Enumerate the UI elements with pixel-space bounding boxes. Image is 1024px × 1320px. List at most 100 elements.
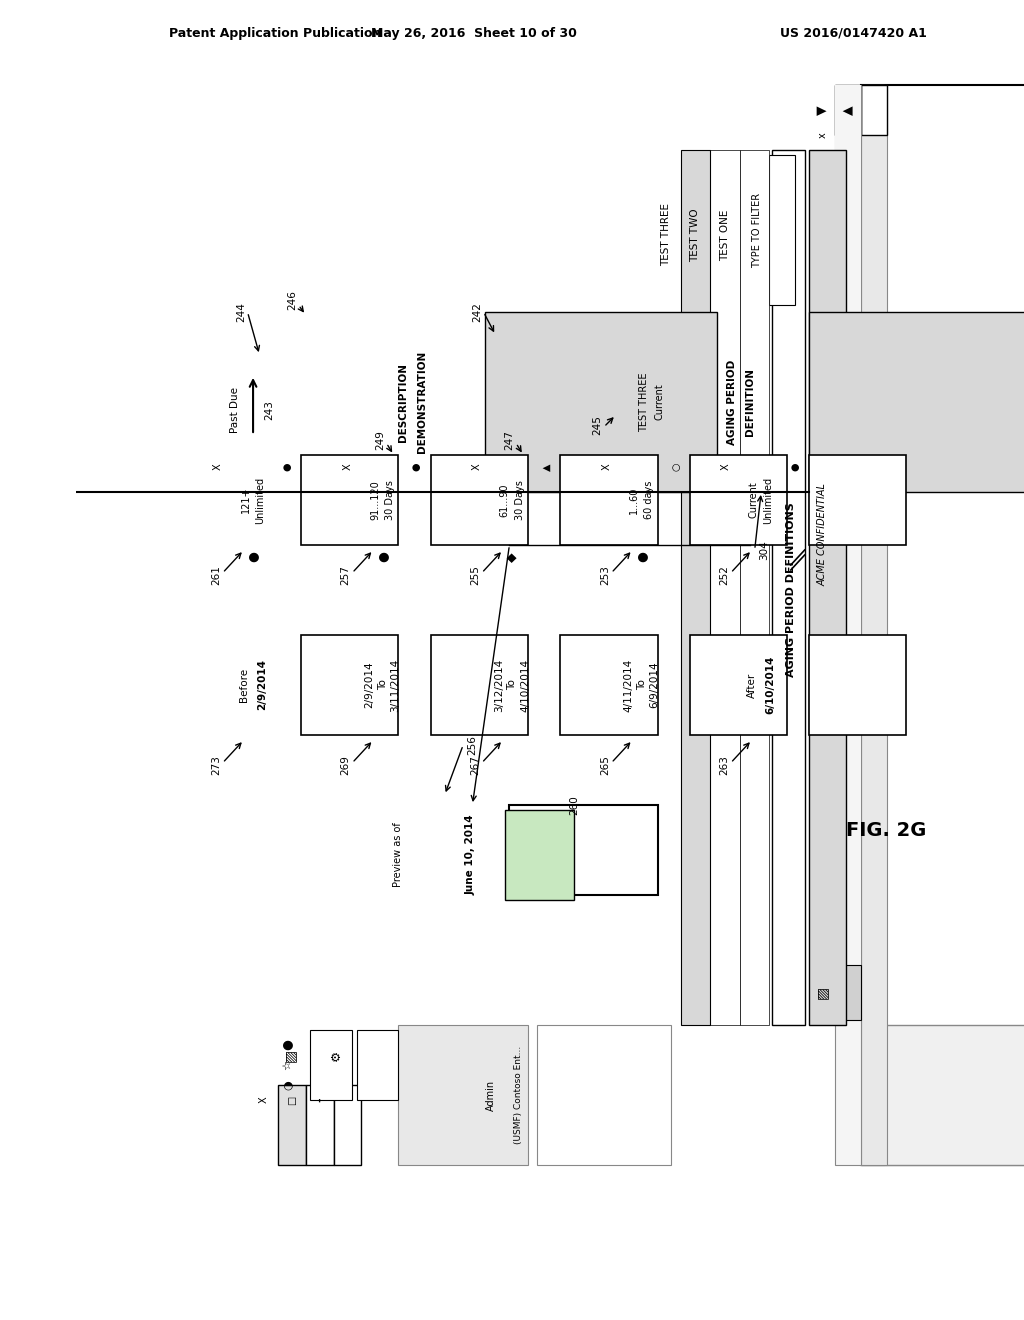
- Text: ●: ●: [791, 463, 801, 471]
- Text: 269: 269: [341, 755, 350, 775]
- Text: ▲: ▲: [842, 106, 855, 115]
- Bar: [301, 635, 398, 735]
- Text: ◑: ◑: [283, 1080, 292, 1090]
- Text: X: X: [472, 463, 482, 470]
- Text: 4/11/2014: 4/11/2014: [624, 659, 634, 711]
- Bar: [334, 1085, 361, 1166]
- Text: 242: 242: [472, 302, 482, 322]
- Text: 61...90: 61...90: [500, 483, 510, 516]
- Text: 6/9/2014: 6/9/2014: [650, 661, 659, 709]
- Text: ▲: ▲: [542, 463, 552, 471]
- Bar: [861, 84, 1024, 1166]
- Bar: [560, 455, 657, 545]
- Bar: [836, 84, 861, 135]
- Text: AGING PERIOD DEFINITIONS: AGING PERIOD DEFINITIONS: [785, 503, 796, 677]
- Bar: [509, 805, 657, 895]
- Text: 91...120: 91...120: [371, 480, 380, 520]
- Text: 257: 257: [341, 565, 350, 585]
- Bar: [836, 84, 861, 985]
- Text: Current: Current: [654, 384, 665, 420]
- Text: 247: 247: [505, 430, 514, 450]
- Text: Before: Before: [239, 668, 249, 702]
- Text: 121+: 121+: [241, 487, 251, 513]
- Text: ●: ●: [376, 552, 389, 562]
- Text: 2/9/2014: 2/9/2014: [365, 661, 375, 709]
- Text: 304: 304: [759, 540, 769, 560]
- Text: ●: ●: [635, 552, 648, 562]
- Text: TEST TWO: TEST TWO: [690, 209, 700, 261]
- Bar: [431, 455, 528, 545]
- Text: 245: 245: [592, 414, 602, 434]
- Bar: [306, 1085, 334, 1166]
- Text: 6/10/2014: 6/10/2014: [765, 656, 775, 714]
- Text: 252: 252: [719, 565, 729, 585]
- Text: 256: 256: [467, 735, 477, 755]
- Text: Unlimited: Unlimited: [764, 477, 773, 524]
- Bar: [279, 1085, 306, 1166]
- Text: X: X: [721, 463, 731, 470]
- Text: DESCRIPTION: DESCRIPTION: [398, 363, 408, 441]
- Text: Admin: Admin: [486, 1080, 496, 1110]
- Text: To: To: [378, 680, 388, 690]
- Bar: [485, 312, 717, 492]
- Bar: [861, 1026, 1024, 1166]
- Bar: [861, 84, 863, 1166]
- Text: ◆: ◆: [506, 552, 519, 562]
- Text: 255: 255: [470, 565, 480, 585]
- Text: To: To: [637, 680, 647, 690]
- Text: May 26, 2016  Sheet 10 of 30: May 26, 2016 Sheet 10 of 30: [372, 26, 578, 40]
- Bar: [356, 1030, 398, 1100]
- Text: 3/11/2014: 3/11/2014: [390, 659, 400, 711]
- Text: ☆: ☆: [283, 1060, 292, 1071]
- Text: ○: ○: [671, 463, 681, 471]
- Text: 249: 249: [375, 430, 385, 450]
- Text: 260: 260: [569, 795, 580, 814]
- Text: 265: 265: [600, 755, 609, 775]
- Bar: [301, 455, 398, 545]
- Text: 60 days: 60 days: [644, 480, 654, 519]
- Bar: [836, 84, 861, 1166]
- Bar: [772, 150, 805, 1026]
- Text: June 10, 2014: June 10, 2014: [466, 814, 475, 895]
- Text: 30 Days: 30 Days: [385, 480, 395, 520]
- Text: (USMF) Contoso Ent...: (USMF) Contoso Ent...: [514, 1045, 523, 1144]
- Bar: [809, 312, 1024, 492]
- Bar: [690, 455, 787, 545]
- Text: US 2016/0147420 A1: US 2016/0147420 A1: [779, 26, 927, 40]
- Text: x: x: [817, 132, 827, 137]
- Text: Current: Current: [749, 482, 759, 519]
- Text: Unlimited: Unlimited: [255, 477, 265, 524]
- Text: X: X: [259, 1097, 269, 1104]
- Text: TEST ONE: TEST ONE: [720, 210, 730, 260]
- Bar: [861, 84, 887, 1166]
- Text: DEMONSTRATION: DEMONSTRATION: [417, 351, 427, 453]
- Bar: [809, 635, 906, 735]
- Bar: [431, 635, 528, 735]
- Bar: [690, 635, 787, 735]
- Bar: [398, 1026, 528, 1166]
- Bar: [809, 455, 906, 545]
- Text: ●: ●: [247, 552, 259, 562]
- Bar: [711, 150, 740, 1026]
- Text: 253: 253: [600, 565, 609, 585]
- Bar: [836, 965, 861, 1020]
- Text: 30 Days: 30 Days: [515, 480, 524, 520]
- Text: FIG. 2G: FIG. 2G: [846, 821, 927, 840]
- Bar: [681, 150, 711, 1026]
- Text: AGING PERIOD: AGING PERIOD: [727, 359, 736, 445]
- Text: TEST THREE: TEST THREE: [639, 372, 648, 432]
- Text: TYPE TO FILTER: TYPE TO FILTER: [752, 193, 762, 268]
- Text: X: X: [342, 463, 352, 470]
- Text: ▨: ▨: [815, 986, 829, 998]
- Text: 263: 263: [719, 755, 729, 775]
- Text: Past Due: Past Due: [229, 387, 240, 433]
- Bar: [740, 150, 769, 1026]
- Text: 273: 273: [211, 755, 221, 775]
- Text: 4/10/2014: 4/10/2014: [520, 659, 530, 711]
- Text: DEFINITION: DEFINITION: [745, 368, 755, 436]
- Text: TEST THREE: TEST THREE: [660, 203, 671, 267]
- Text: To: To: [507, 680, 517, 690]
- Bar: [861, 84, 885, 1166]
- Text: 2/9/2014: 2/9/2014: [257, 660, 267, 710]
- Text: 246: 246: [287, 290, 297, 310]
